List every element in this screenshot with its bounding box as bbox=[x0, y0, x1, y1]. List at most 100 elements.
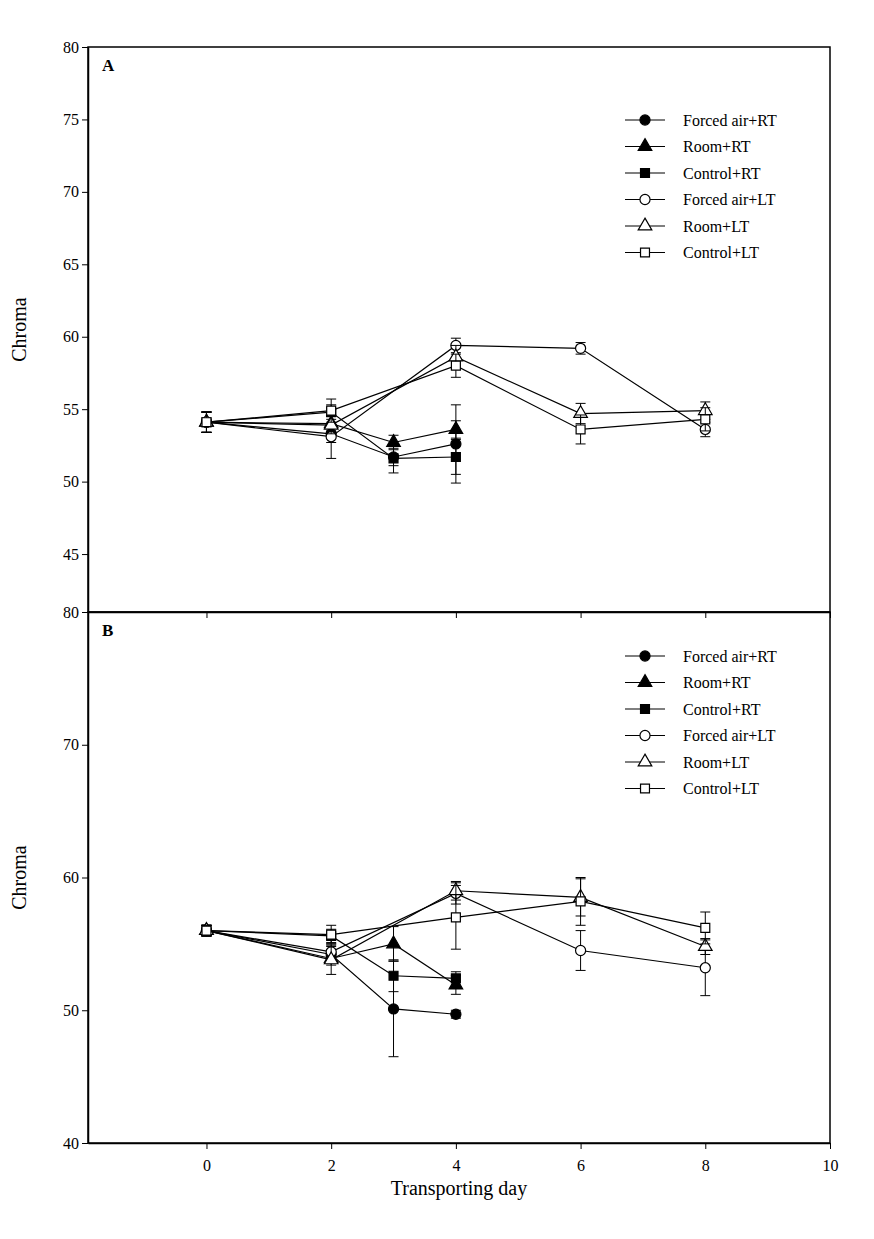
legend-item: Control+RT bbox=[625, 165, 761, 182]
legend-label: Forced air+RT bbox=[683, 112, 777, 129]
x-tick-label: 10 bbox=[823, 1157, 839, 1174]
legend-label: Control+RT bbox=[683, 165, 761, 182]
y-tick: 50 bbox=[63, 1002, 88, 1019]
error-bar bbox=[451, 885, 461, 949]
x-tick bbox=[331, 612, 332, 618]
legend-label: Forced air+LT bbox=[683, 727, 776, 744]
error-bar-cap bbox=[201, 432, 211, 433]
legend-label: Room+RT bbox=[683, 138, 751, 155]
y-tick: 45 bbox=[63, 546, 88, 563]
legend-item: Room+RT bbox=[625, 674, 751, 691]
x-tick-mark bbox=[206, 612, 207, 618]
error-bar-cap bbox=[201, 412, 211, 413]
legend-label: Forced air+RT bbox=[683, 648, 777, 665]
legend-item: Room+RT bbox=[625, 138, 751, 155]
error-bar bbox=[451, 972, 461, 985]
y-tick-mark bbox=[82, 192, 88, 193]
error-bar-cap bbox=[700, 407, 710, 408]
legend: Forced air+RT Room+RT Control+RT Forced air… bbox=[625, 112, 777, 262]
error-bar-cap bbox=[389, 1056, 399, 1057]
y-tick-mark bbox=[82, 337, 88, 338]
y-tick: 80 bbox=[63, 604, 88, 621]
data-point bbox=[202, 926, 211, 935]
error-bar bbox=[201, 925, 211, 936]
x-tick-label: 6 bbox=[577, 1157, 585, 1174]
error-bar-cap bbox=[451, 971, 461, 972]
panel-title: B bbox=[102, 621, 113, 640]
data-point bbox=[449, 422, 463, 434]
data-point bbox=[576, 343, 586, 353]
error-bar-cap bbox=[326, 925, 336, 926]
x-tick bbox=[206, 612, 207, 618]
y-tick-mark bbox=[82, 47, 88, 48]
y-tick-mark bbox=[82, 409, 88, 410]
error-bar bbox=[201, 925, 211, 936]
error-bar-cap bbox=[451, 483, 461, 484]
y-tick: 60 bbox=[63, 869, 88, 886]
data-point bbox=[451, 361, 460, 370]
error-bar bbox=[201, 412, 211, 432]
legend: Forced air+RTRoom+RTControl+RTForced air… bbox=[625, 648, 777, 798]
plot-area bbox=[200, 338, 712, 483]
error-bar-cap bbox=[326, 458, 336, 459]
y-tick: 65 bbox=[63, 256, 88, 273]
x-tick: 6 bbox=[577, 1143, 585, 1174]
error-bar-cap bbox=[700, 436, 710, 437]
legend-marker bbox=[640, 194, 650, 204]
x-tick-mark bbox=[830, 1143, 831, 1149]
x-tick-label: 4 bbox=[452, 1157, 460, 1174]
x-axis: 0246810 bbox=[89, 1143, 839, 1174]
error-bar bbox=[201, 412, 211, 432]
data-point bbox=[388, 1004, 398, 1014]
legend-item: Forced air+RT bbox=[625, 112, 777, 129]
y-tick-mark bbox=[82, 878, 88, 879]
y-tick-label: 40 bbox=[63, 1135, 79, 1152]
error-bar-cap bbox=[576, 877, 586, 878]
legend-marker bbox=[641, 248, 650, 257]
error-bar-cap bbox=[326, 945, 336, 946]
data-point bbox=[700, 963, 710, 973]
error-bar bbox=[451, 354, 461, 377]
error-bar-cap bbox=[451, 985, 461, 986]
legend-item: Room+LT bbox=[625, 218, 749, 235]
error-bar-cap bbox=[700, 954, 710, 955]
legend-label: Room+RT bbox=[683, 674, 751, 691]
data-point bbox=[576, 897, 585, 906]
x-tick-label: 0 bbox=[203, 1157, 211, 1174]
data-point bbox=[451, 1009, 461, 1019]
y-tick: 70 bbox=[63, 736, 88, 753]
data-point bbox=[389, 971, 398, 980]
x-tick-mark bbox=[581, 1143, 582, 1149]
data-point bbox=[201, 926, 211, 936]
error-bar bbox=[201, 925, 211, 936]
y-tick-mark bbox=[82, 745, 88, 746]
data-point bbox=[327, 930, 336, 939]
error-bar-cap bbox=[451, 885, 461, 886]
data-point bbox=[202, 926, 211, 935]
data-point bbox=[701, 923, 710, 932]
legend-label: Room+LT bbox=[683, 754, 749, 771]
legend-item: Forced air+LT bbox=[625, 727, 776, 744]
error-bar-cap bbox=[201, 412, 211, 413]
error-bar-cap bbox=[700, 995, 710, 996]
y-tick-label: 50 bbox=[63, 473, 79, 490]
error-bar-cap bbox=[451, 345, 461, 346]
error-bar bbox=[201, 412, 211, 432]
error-bar bbox=[201, 412, 211, 432]
x-tick-mark bbox=[331, 612, 332, 618]
data-point bbox=[576, 945, 586, 955]
x-tick: 0 bbox=[203, 1143, 211, 1174]
error-bar-cap bbox=[576, 443, 586, 444]
legend-marker bbox=[640, 730, 650, 740]
series-line bbox=[206, 931, 455, 979]
y-axis: 40 50 60 70 80 bbox=[63, 604, 89, 1152]
legend-marker bbox=[638, 675, 652, 687]
legend-label: Control+LT bbox=[683, 780, 759, 797]
legend-label: Forced air+LT bbox=[683, 191, 776, 208]
error-bar bbox=[389, 444, 399, 473]
data-point bbox=[202, 418, 211, 427]
x-axis bbox=[89, 612, 831, 618]
x-tick-mark bbox=[456, 612, 457, 618]
error-bar-cap bbox=[451, 404, 461, 405]
y-tick-mark bbox=[82, 612, 88, 613]
